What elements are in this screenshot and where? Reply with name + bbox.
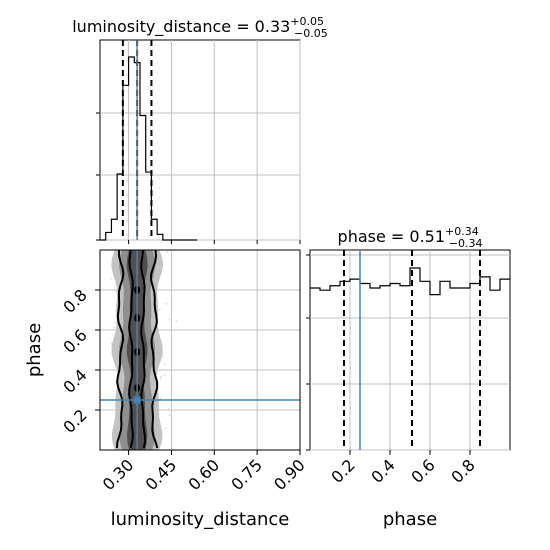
ytick-label-phase: 0.4 [59, 365, 90, 396]
contour-line [140, 250, 147, 449]
xtick-label-luminosity-distance: 0.90 [270, 455, 309, 494]
sample-point [110, 278, 112, 280]
xlabel-luminosity-distance: luminosity_distance [111, 509, 290, 530]
sample-point [159, 397, 162, 400]
xtick-label-phase: 0.4 [367, 455, 398, 486]
sample-point [162, 356, 164, 358]
sample-point [175, 320, 178, 323]
sample-point [159, 375, 162, 378]
hist-phase [306, 250, 510, 451]
ytick-label-phase: 0.2 [59, 405, 90, 436]
sample-point [163, 363, 166, 366]
xtick-label-luminosity-distance: 0.45 [142, 455, 181, 494]
title-phase: phase = 0.51+0.34 −0.34 [338, 225, 483, 250]
sample-point [114, 321, 116, 324]
ytick-label-phase: 0.6 [59, 325, 90, 356]
ytick-label-phase: 0.8 [59, 285, 90, 316]
contour-line [150, 250, 159, 449]
sample-point [166, 251, 169, 253]
panel-2d-density [99, 249, 301, 451]
xtick-label-luminosity-distance: 0.30 [99, 455, 138, 494]
xtick-label-phase: 0.2 [327, 455, 358, 486]
panel-hist-luminosity-distance [96, 39, 301, 241]
contour-line [128, 250, 134, 449]
density-2d [100, 250, 300, 450]
sample-point [165, 427, 167, 430]
sample-point [113, 327, 115, 329]
sample-point [168, 414, 171, 416]
sample-point [158, 309, 161, 311]
sample-point [115, 291, 117, 294]
sample-point [159, 377, 162, 380]
xtick-label-luminosity-distance: 0.60 [184, 455, 223, 494]
sample-point [168, 319, 171, 321]
sample-point [167, 408, 170, 410]
ylabel-phase: phase [24, 323, 45, 377]
sample-point [165, 303, 168, 305]
xlabel-phase: phase [383, 509, 437, 530]
sample-point [110, 342, 113, 345]
histogram-line [100, 56, 198, 241]
panel-frame [99, 39, 301, 241]
sample-point [114, 288, 117, 291]
xtick-label-phase: 0.8 [447, 455, 478, 486]
hist-luminosity-distance [96, 40, 301, 241]
xtick-label-phase: 0.6 [407, 455, 438, 486]
title-luminosity-distance: luminosity_distance = 0.33+0.05 −0.05 [72, 15, 328, 40]
truth-marker [133, 396, 141, 404]
xtick-label-luminosity-distance: 0.75 [227, 455, 266, 494]
panel-hist-phase [306, 249, 511, 451]
panel-frame [99, 249, 301, 451]
contour-line [115, 250, 125, 449]
sample-point [163, 374, 166, 376]
